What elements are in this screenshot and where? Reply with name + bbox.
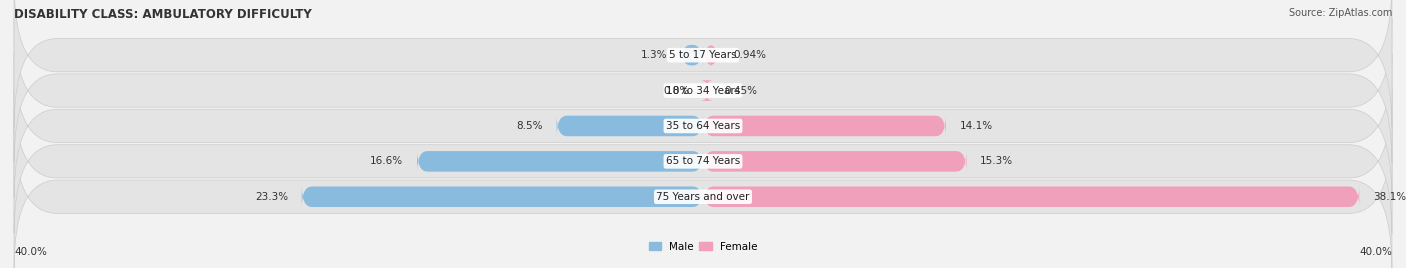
FancyBboxPatch shape xyxy=(14,90,1392,233)
Text: 0.94%: 0.94% xyxy=(733,50,766,60)
Text: 5 to 17 Years: 5 to 17 Years xyxy=(669,50,737,60)
Text: 0.0%: 0.0% xyxy=(664,85,689,96)
Text: 16.6%: 16.6% xyxy=(370,156,404,166)
Text: Source: ZipAtlas.com: Source: ZipAtlas.com xyxy=(1288,8,1392,18)
FancyBboxPatch shape xyxy=(703,150,966,172)
Text: 38.1%: 38.1% xyxy=(1374,192,1406,202)
Text: 15.3%: 15.3% xyxy=(980,156,1014,166)
Text: 0.45%: 0.45% xyxy=(724,85,758,96)
Text: 40.0%: 40.0% xyxy=(1360,247,1392,257)
FancyBboxPatch shape xyxy=(703,44,720,66)
FancyBboxPatch shape xyxy=(14,0,1392,127)
FancyBboxPatch shape xyxy=(700,80,713,102)
Legend: Male, Female: Male, Female xyxy=(644,237,762,256)
FancyBboxPatch shape xyxy=(14,125,1392,268)
FancyBboxPatch shape xyxy=(703,186,1360,208)
Text: 1.3%: 1.3% xyxy=(640,50,666,60)
Text: 40.0%: 40.0% xyxy=(14,247,46,257)
FancyBboxPatch shape xyxy=(418,150,703,172)
Text: 35 to 64 Years: 35 to 64 Years xyxy=(666,121,740,131)
FancyBboxPatch shape xyxy=(557,115,703,137)
Text: 23.3%: 23.3% xyxy=(254,192,288,202)
Text: 8.5%: 8.5% xyxy=(516,121,543,131)
Text: 18 to 34 Years: 18 to 34 Years xyxy=(666,85,740,96)
FancyBboxPatch shape xyxy=(14,19,1392,162)
FancyBboxPatch shape xyxy=(703,115,946,137)
FancyBboxPatch shape xyxy=(681,44,703,66)
Text: 75 Years and over: 75 Years and over xyxy=(657,192,749,202)
FancyBboxPatch shape xyxy=(302,186,703,208)
FancyBboxPatch shape xyxy=(14,54,1392,198)
Text: DISABILITY CLASS: AMBULATORY DIFFICULTY: DISABILITY CLASS: AMBULATORY DIFFICULTY xyxy=(14,8,312,21)
Text: 14.1%: 14.1% xyxy=(960,121,993,131)
Text: 65 to 74 Years: 65 to 74 Years xyxy=(666,156,740,166)
